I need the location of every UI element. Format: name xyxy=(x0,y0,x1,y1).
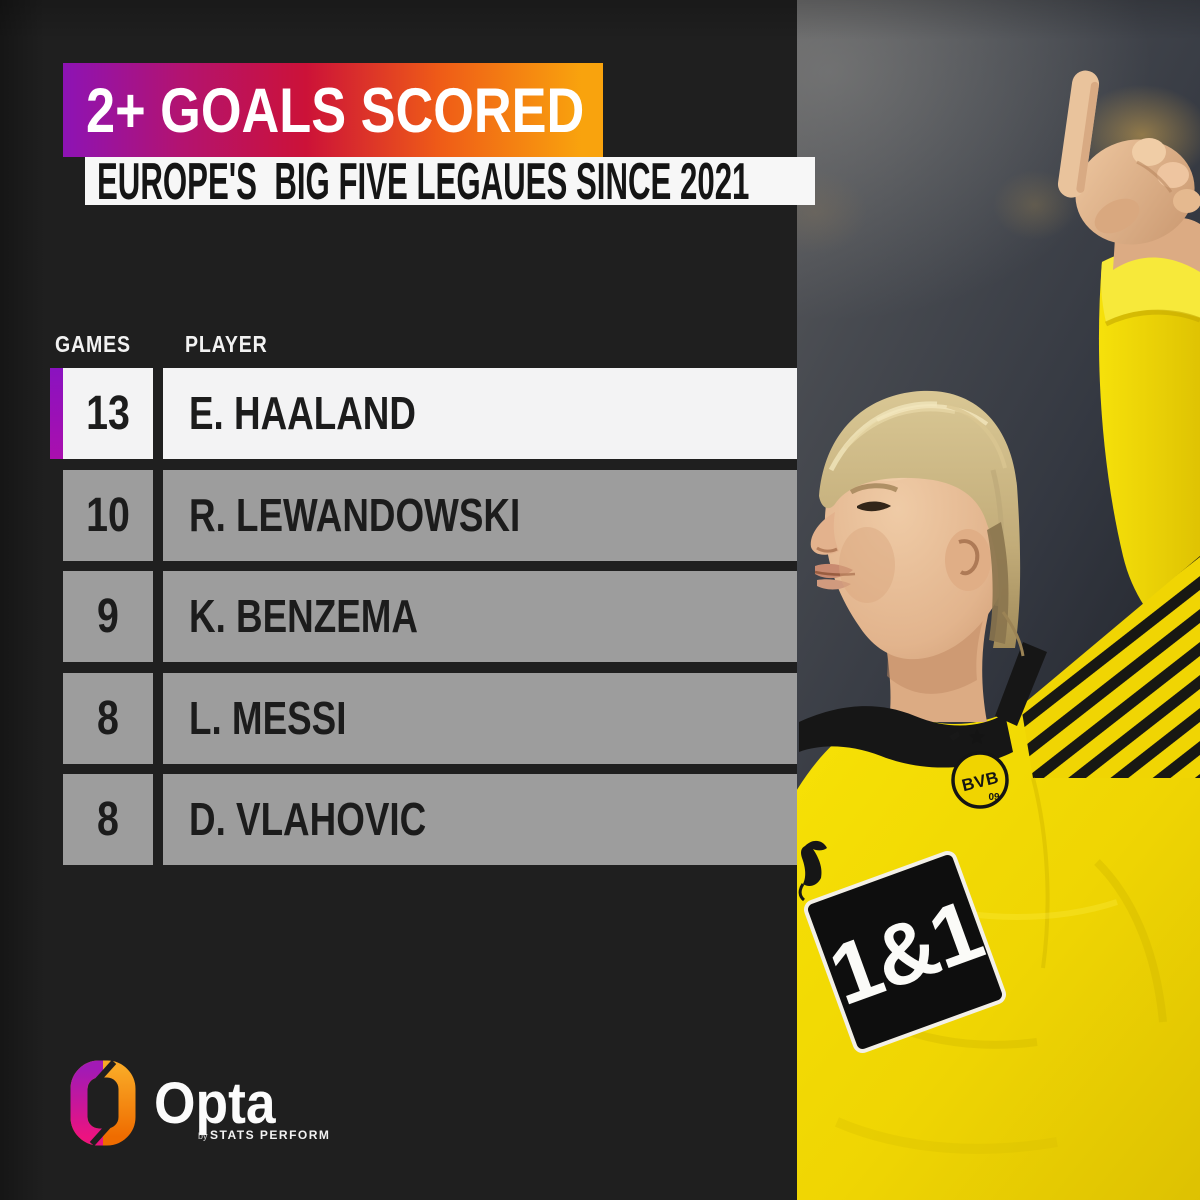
branding-block: Opta by STATS PERFORM xyxy=(70,1058,390,1168)
page-subtitle: EUROPE'S BIG FIVE LEGAUES SINCE 2021 xyxy=(97,153,750,211)
shoulder-stripes xyxy=(1021,556,1200,778)
games-value: 10 xyxy=(63,470,153,561)
bvb-badge-year: 09 xyxy=(988,792,1000,803)
subtitle-banner: EUROPE'S BIG FIVE LEGAUES SINCE 2021 xyxy=(85,153,815,211)
player-name: E. HAALAND xyxy=(163,368,797,459)
player-head xyxy=(810,390,1025,660)
page-title: 2+ GOALS SCORED xyxy=(86,76,585,146)
column-header-player: PLAYER xyxy=(185,331,268,357)
puma-logo-icon xyxy=(798,840,827,902)
highlight-accent-bar xyxy=(50,368,63,459)
player-name: L. MESSI xyxy=(163,673,797,764)
shirt-collar xyxy=(799,706,1013,768)
games-value: 13 xyxy=(63,368,153,459)
hair xyxy=(819,390,1021,648)
player-name: D. VLAHOVIC xyxy=(163,774,797,865)
star-icon xyxy=(969,729,985,744)
player-name: K. BENZEMA xyxy=(163,571,797,662)
player-name: R. LEWANDOWSKI xyxy=(163,470,797,561)
games-value: 9 xyxy=(63,571,153,662)
raised-arm xyxy=(1057,70,1200,660)
bvb-badge-icon: BVB 09 xyxy=(949,729,1009,809)
opta-wordmark: Opta xyxy=(154,1071,276,1136)
player-figure: BVB 09 1&1 xyxy=(797,70,1200,1200)
games-value: 8 xyxy=(63,774,153,865)
games-value: 8 xyxy=(63,673,153,764)
column-header-games: GAMES xyxy=(55,331,131,357)
opta-tagline: by STATS PERFORM xyxy=(198,1128,331,1142)
player-photo: BVB 09 1&1 xyxy=(797,0,1200,1200)
title-banner: 2+ GOALS SCORED xyxy=(63,63,603,157)
opta-logo-icon xyxy=(70,1060,136,1146)
sponsor-patch: 1&1 xyxy=(803,850,1007,1054)
jersey xyxy=(797,556,1200,1200)
